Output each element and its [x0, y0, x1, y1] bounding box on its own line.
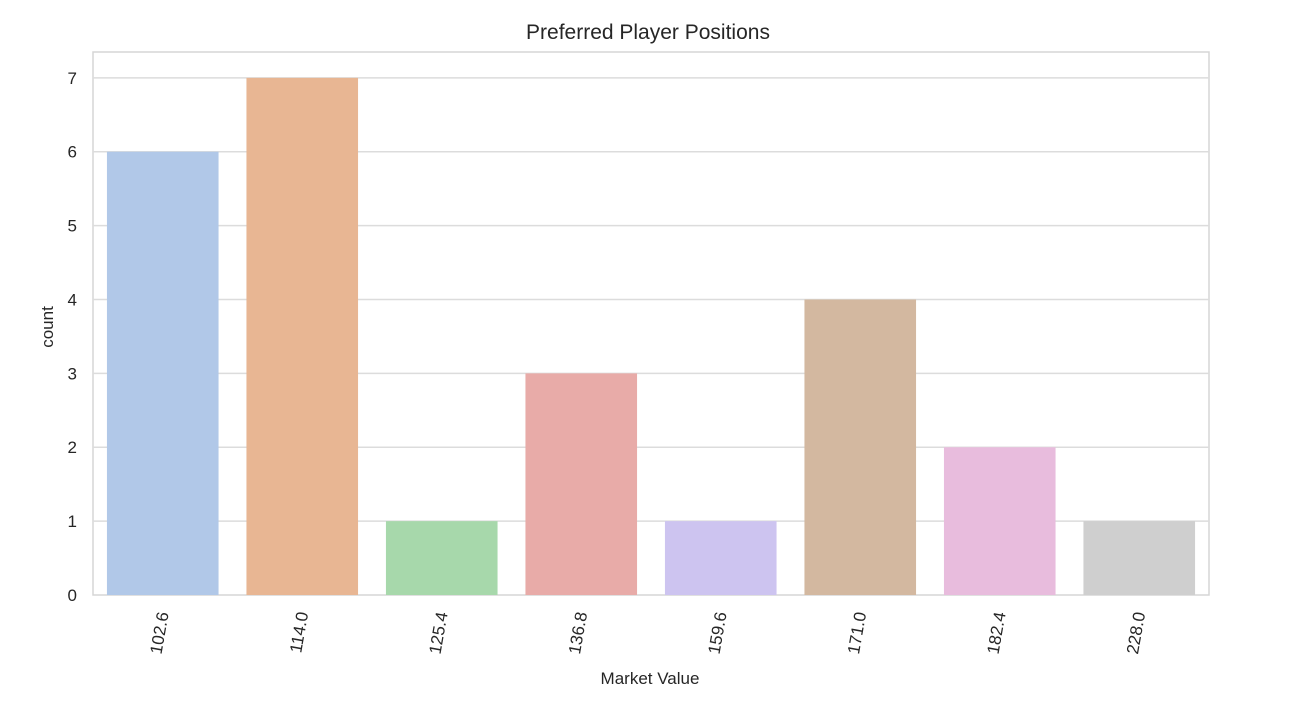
- bar-159.6: [664, 521, 777, 595]
- bar-171.0: [804, 299, 917, 595]
- y-tick-label: 0: [68, 586, 77, 605]
- bar-136.8: [525, 373, 638, 595]
- x-tick-label: 102.6: [147, 610, 173, 655]
- y-axis-label: count: [38, 306, 57, 348]
- y-tick-labels: 0 1 2 3 4 5 6 7: [68, 69, 77, 605]
- x-tick-label: 114.0: [286, 610, 312, 654]
- bar-125.4: [385, 521, 498, 595]
- x-tick-label: 171.0: [844, 610, 870, 655]
- x-tick-label: 228.0: [1123, 610, 1149, 655]
- bar-102.6: [106, 151, 219, 596]
- y-tick-label: 7: [68, 69, 77, 88]
- bar-228.0: [1083, 521, 1196, 595]
- x-tick-label: 125.4: [426, 610, 452, 655]
- y-tick-label: 6: [68, 143, 77, 162]
- x-tick-labels: 102.6 114.0 125.4 136.8 159.6 171.0 182.4 228.0: [147, 610, 1150, 655]
- y-tick-label: 1: [68, 512, 77, 531]
- y-tick-label: 5: [68, 217, 77, 236]
- y-tick-label: 2: [68, 438, 77, 457]
- bar-182.4: [943, 447, 1056, 595]
- bar-114.0: [246, 77, 359, 596]
- y-tick-label: 3: [68, 364, 77, 383]
- x-tick-label: 159.6: [705, 610, 731, 655]
- y-tick-label: 4: [68, 290, 77, 309]
- x-tick-label: 182.4: [984, 610, 1010, 655]
- bars: [106, 77, 1196, 596]
- chart-title: Preferred Player Positions: [526, 21, 770, 44]
- x-tick-label: 136.8: [565, 610, 591, 655]
- x-axis-label: Market Value: [601, 669, 700, 688]
